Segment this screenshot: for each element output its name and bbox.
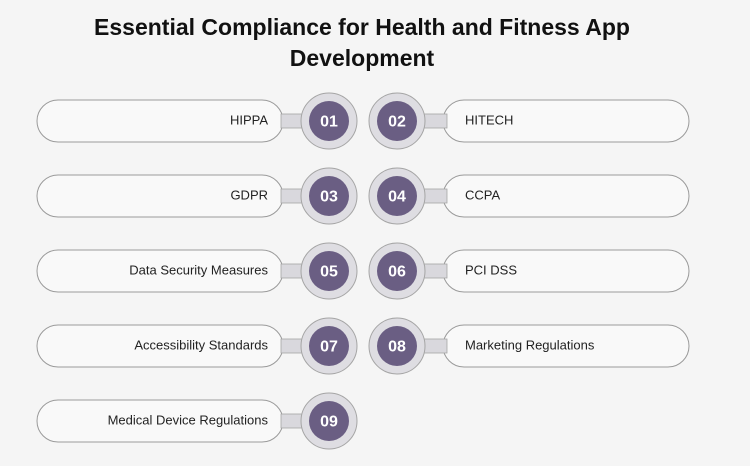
number-badge xyxy=(377,101,417,141)
item-label: Medical Device Regulations xyxy=(108,412,269,427)
item-label: HIPPA xyxy=(230,112,268,127)
item-label: HITECH xyxy=(465,112,513,127)
number-badge xyxy=(309,251,349,291)
number-badge xyxy=(377,176,417,216)
item-label: Data Security Measures xyxy=(129,262,268,277)
item-number: 05 xyxy=(320,264,338,281)
item-number: 06 xyxy=(388,264,406,281)
item-number: 04 xyxy=(388,189,406,206)
item-number: 02 xyxy=(388,114,406,131)
item-number: 09 xyxy=(320,414,338,431)
item-label: PCI DSS xyxy=(465,262,517,277)
number-badge xyxy=(309,326,349,366)
item-label: Accessibility Standards xyxy=(134,337,268,352)
number-badge xyxy=(309,101,349,141)
item-number: 07 xyxy=(320,339,338,356)
number-badge xyxy=(377,251,417,291)
item-number: 08 xyxy=(388,339,406,356)
item-label: Marketing Regulations xyxy=(465,337,595,352)
item-label: GDPR xyxy=(230,187,268,202)
item-label: CCPA xyxy=(465,187,500,202)
title: Essential Compliance for Health and Fitn… xyxy=(94,14,630,71)
item-number: 01 xyxy=(320,114,338,131)
item-number: 03 xyxy=(320,189,338,206)
number-badge xyxy=(377,326,417,366)
number-badge xyxy=(309,401,349,441)
number-badge xyxy=(309,176,349,216)
